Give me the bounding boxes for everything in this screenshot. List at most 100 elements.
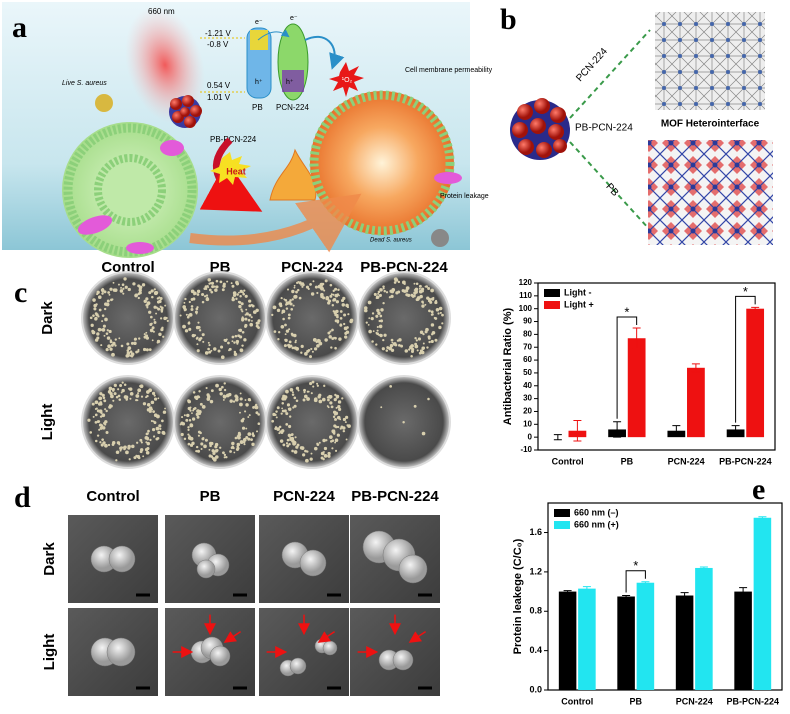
colony: [389, 384, 393, 388]
colony: [101, 292, 104, 295]
colony: [281, 402, 285, 405]
colony: [231, 284, 235, 288]
colony: [191, 412, 193, 415]
colony: [243, 338, 247, 342]
colony: [331, 447, 334, 450]
significance-label: *: [624, 304, 629, 319]
legend-swatch: [544, 289, 560, 297]
colony: [209, 399, 214, 404]
row-header: Light: [39, 404, 56, 441]
colony: [385, 291, 389, 294]
colony: [196, 289, 201, 294]
colony: [314, 338, 317, 341]
colony: [235, 447, 240, 451]
colony: [332, 299, 335, 302]
colony: [93, 307, 97, 311]
colony: [198, 390, 201, 393]
colony: [101, 320, 104, 323]
colony: [338, 407, 342, 412]
colony: [404, 349, 409, 353]
colony: [153, 321, 157, 324]
colony: [382, 338, 385, 342]
colony: [316, 291, 319, 295]
colony: [231, 441, 235, 446]
colony: [242, 441, 246, 444]
colony: [343, 326, 348, 331]
colony: [118, 443, 121, 446]
colony: [274, 427, 277, 431]
colony: [148, 348, 152, 352]
y-tick-label: 0.8: [529, 606, 542, 616]
colony: [368, 317, 371, 320]
colony: [295, 290, 298, 294]
colony: [239, 397, 243, 401]
colony: [101, 328, 106, 332]
colony: [377, 292, 380, 295]
colony: [214, 288, 218, 292]
colony: [322, 438, 326, 443]
colony: [291, 439, 295, 443]
colony: [234, 397, 239, 402]
colony: [240, 308, 243, 311]
colony: [402, 421, 405, 424]
colony: [210, 389, 214, 393]
colony: [143, 333, 146, 336]
colony: [207, 286, 210, 289]
colony: [222, 451, 225, 455]
colony: [318, 393, 322, 397]
panel-label: d: [14, 481, 31, 514]
colony: [125, 450, 129, 455]
colony: [316, 384, 319, 387]
y-tick-label: 0: [528, 432, 533, 441]
colony: [187, 442, 191, 446]
colony: [285, 422, 289, 426]
colony: [311, 350, 314, 353]
colony: [334, 425, 338, 429]
colony: [280, 324, 285, 329]
colony: [208, 343, 211, 347]
colony: [318, 399, 323, 404]
colony: [342, 429, 346, 433]
colony: [196, 293, 200, 296]
colony: [285, 307, 289, 310]
colony: [107, 291, 111, 294]
colony: [148, 291, 152, 295]
colony: [281, 312, 284, 314]
colony: [95, 407, 98, 410]
colony: [378, 293, 383, 297]
colony: [135, 293, 138, 296]
colony: [310, 347, 313, 351]
colony: [376, 325, 379, 329]
colony: [201, 300, 205, 304]
colony: [155, 312, 158, 315]
colony: [152, 435, 156, 438]
colony: [155, 426, 160, 431]
colony: [337, 425, 340, 429]
colony: [156, 415, 160, 419]
x-tick-label: Control: [552, 456, 584, 466]
colony: [314, 285, 318, 289]
bacterium: [398, 554, 428, 584]
colony: [329, 330, 332, 333]
colony: [379, 288, 383, 292]
colony: [105, 409, 108, 413]
colony: [427, 397, 430, 401]
colony: [284, 323, 287, 327]
error-bar: [751, 306, 760, 311]
colony: [107, 344, 111, 349]
colony: [285, 303, 288, 306]
colony: [363, 306, 368, 310]
legend-label: Light +: [564, 299, 594, 309]
colony: [413, 282, 416, 285]
colony: [200, 448, 203, 450]
colony: [427, 299, 431, 303]
colony: [157, 307, 161, 311]
colony: [389, 344, 394, 348]
error-bar: [582, 586, 591, 592]
colony: [283, 409, 287, 413]
y-tick-label: 30: [523, 394, 532, 403]
colony: [89, 316, 93, 320]
colony: [292, 406, 295, 409]
colony: [335, 300, 340, 304]
indicator-arrow: [223, 630, 242, 643]
